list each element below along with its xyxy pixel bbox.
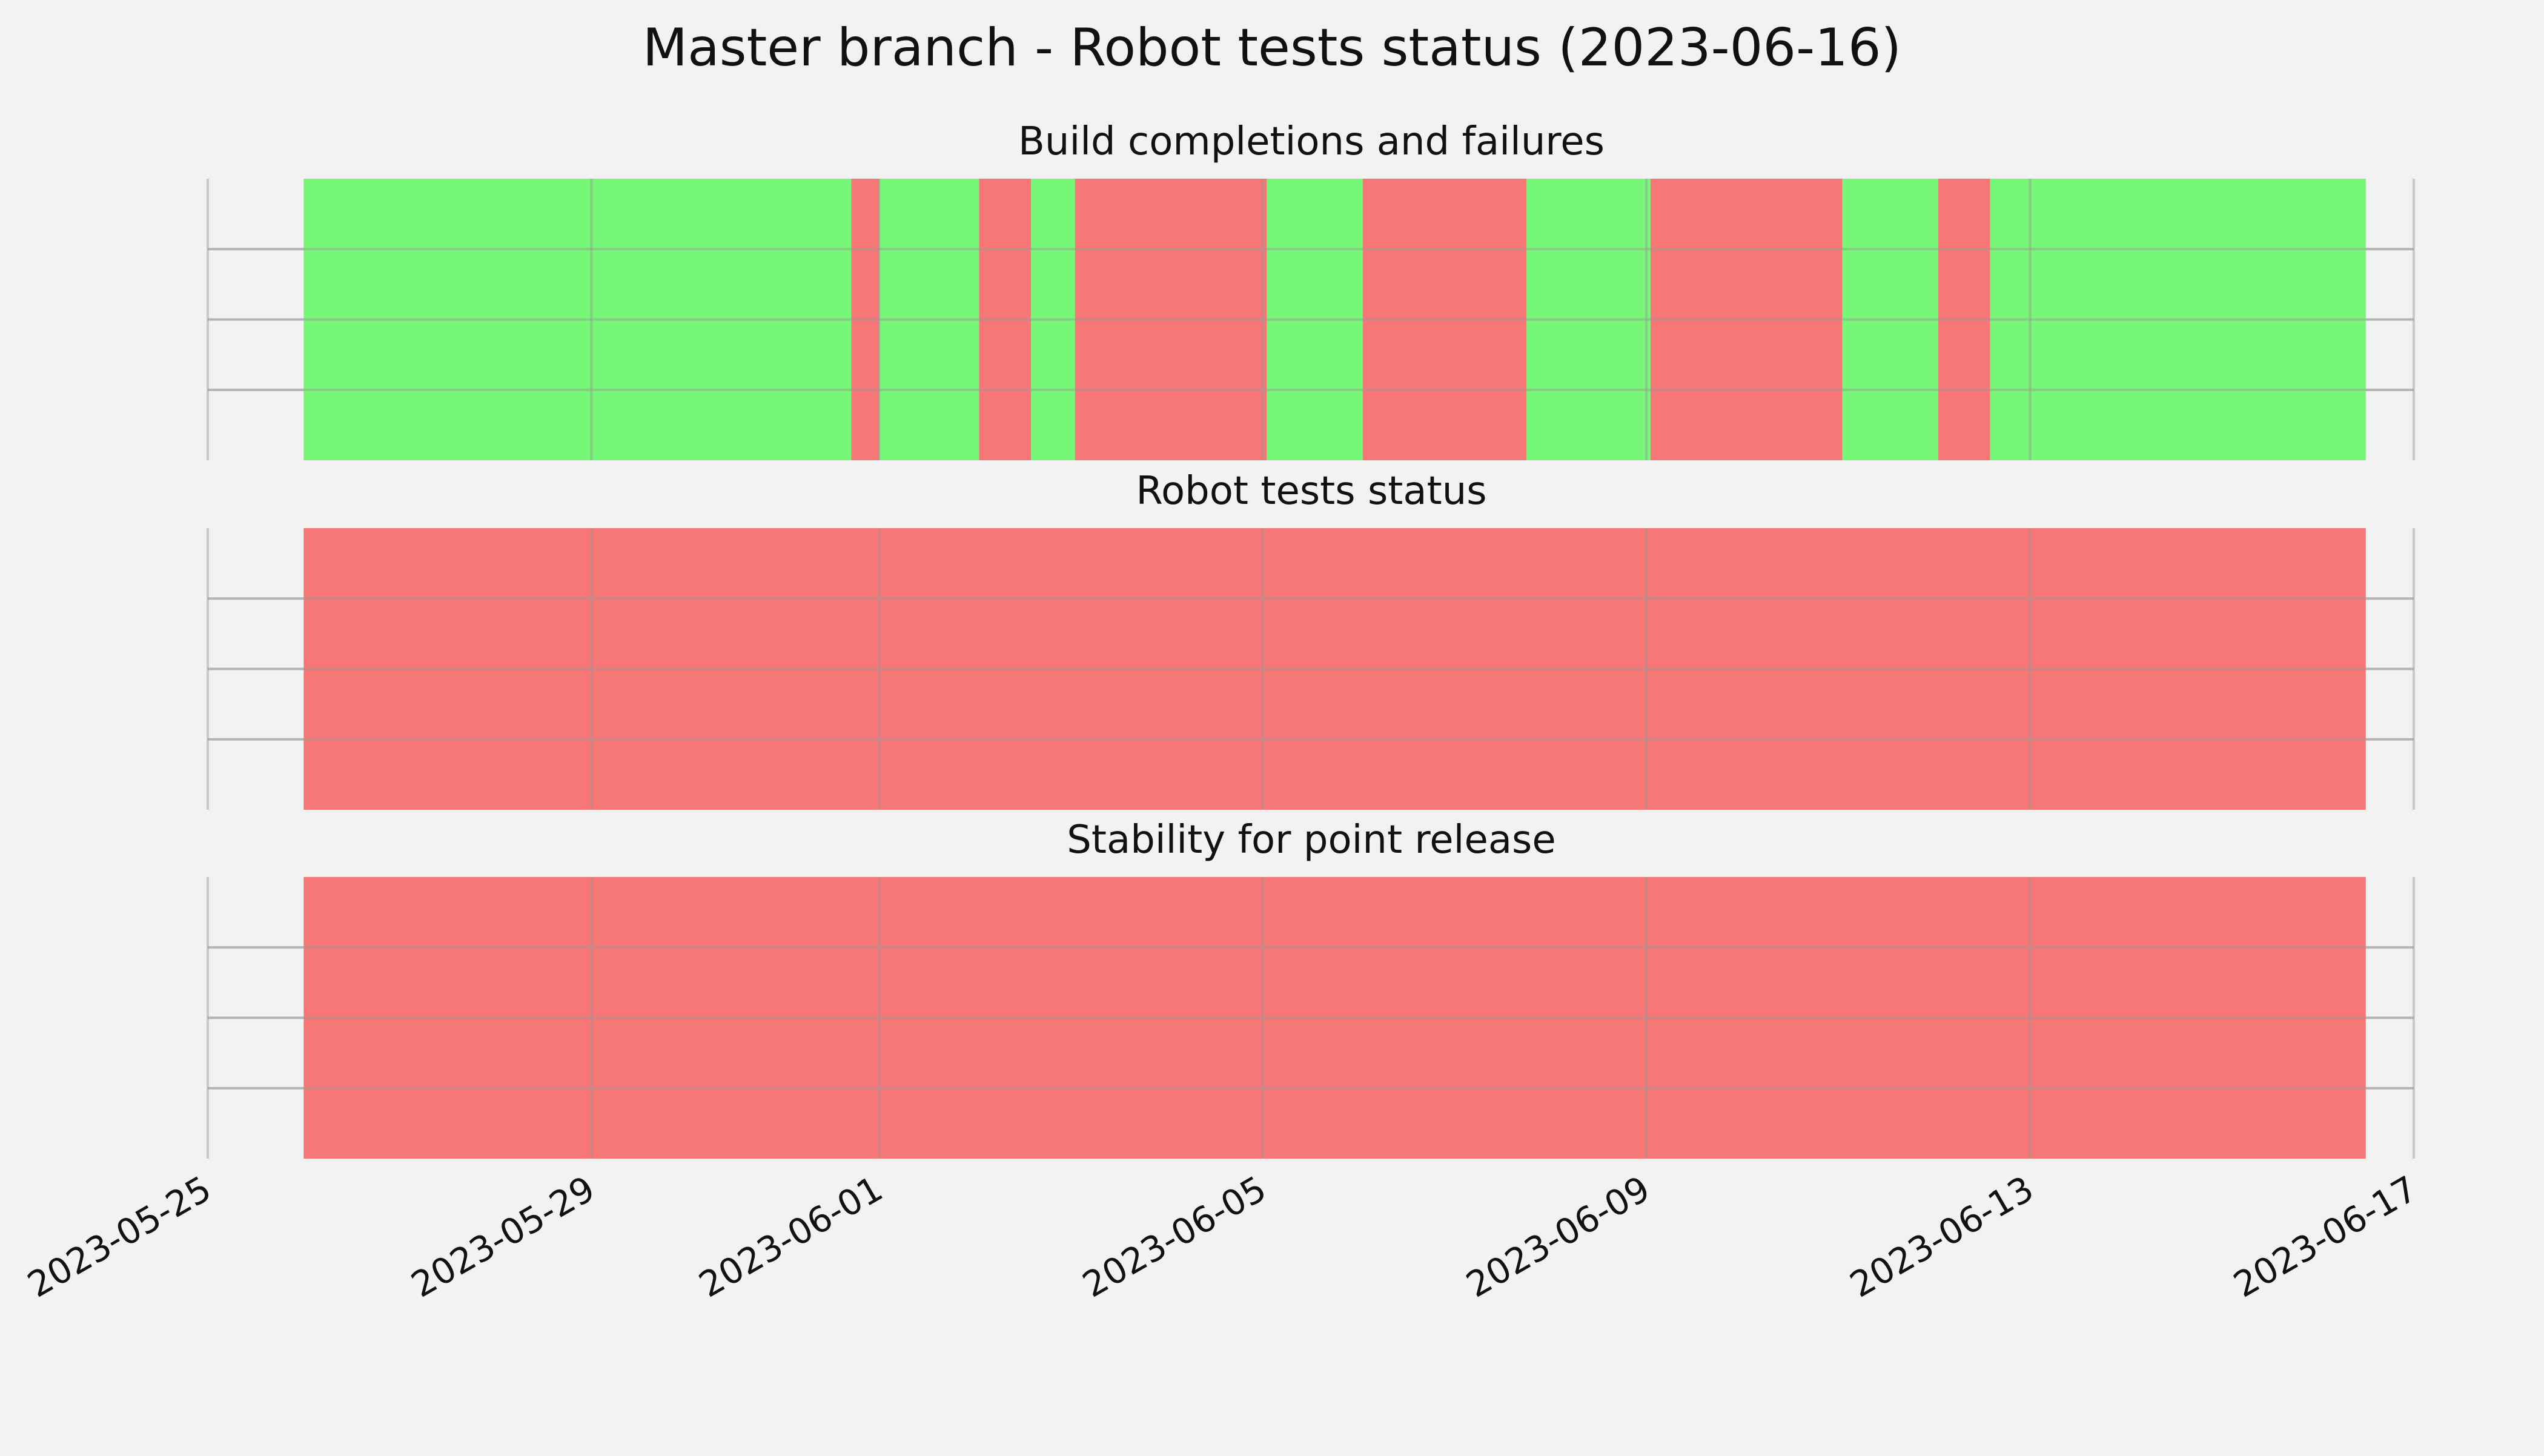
status-segment-failure	[303, 877, 2366, 1159]
status-segment-success	[1267, 179, 1363, 460]
panel-title: Robot tests status	[1136, 469, 1486, 514]
panel-title: Build completions and failures	[1018, 119, 1605, 164]
status-segment-failure	[1362, 179, 1527, 460]
status-segment-failure	[303, 528, 2366, 810]
status-segment-failure	[851, 179, 879, 460]
panel-title: Stability for point release	[1067, 818, 1556, 862]
status-segment-success	[1031, 179, 1075, 460]
chart-title: Master branch - Robot tests status (2023…	[643, 18, 1901, 78]
status-segment-failure	[1075, 179, 1267, 460]
status-segment-success	[1526, 179, 1651, 460]
status-segment-failure	[979, 179, 1032, 460]
status-segment-success	[303, 179, 852, 460]
status-segment-success	[1842, 179, 1938, 460]
status-segment-success	[879, 179, 979, 460]
status-segment-failure	[1938, 179, 1990, 460]
status-segment-failure	[1650, 179, 1843, 460]
status-segment-success	[1990, 179, 2366, 460]
